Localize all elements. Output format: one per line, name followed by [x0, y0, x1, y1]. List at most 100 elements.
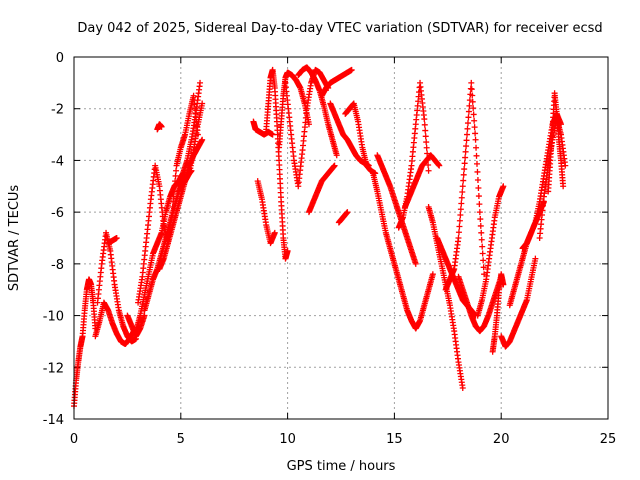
series-track-s [318, 66, 355, 99]
series-track-aj [545, 90, 567, 195]
data-point [456, 217, 463, 224]
data-point [457, 212, 464, 219]
data-point [141, 312, 148, 319]
data-point [305, 121, 312, 128]
data-point [464, 125, 471, 132]
series-track-m [254, 178, 278, 247]
series-track-o [276, 69, 312, 151]
data-point [461, 166, 468, 173]
data-point [421, 121, 428, 128]
data-point [500, 281, 507, 288]
data-point [412, 260, 419, 267]
y-tick-label: -14 [43, 413, 64, 428]
data-point [460, 177, 467, 184]
data-point [458, 200, 465, 207]
series-track-ac [442, 79, 488, 293]
plot-frame [73, 56, 609, 420]
data-point [476, 209, 483, 216]
x-axis-label: GPS time / hours [287, 459, 396, 474]
data-point [474, 168, 481, 175]
data-point [478, 229, 485, 236]
data-point [471, 117, 478, 124]
data-point [197, 79, 204, 86]
data-point [540, 198, 547, 205]
series-track-ag [498, 255, 539, 350]
data-point [472, 136, 479, 143]
data-point [477, 216, 484, 223]
x-tick-labels: 0 5 10 15 20 25 [70, 432, 616, 447]
data-point [172, 178, 179, 185]
data-point [473, 144, 480, 151]
data-point [422, 133, 429, 140]
data-point [477, 222, 484, 229]
data-point [464, 120, 471, 127]
series-track-w [370, 170, 436, 332]
data-point [473, 160, 480, 167]
y-tick-label: -4 [51, 154, 64, 169]
y-tick-label: -12 [43, 361, 64, 376]
data-point [474, 176, 481, 183]
x-tick-label: 25 [600, 432, 617, 447]
series-track-u [335, 209, 351, 226]
data-point [421, 116, 428, 123]
data-point [480, 264, 487, 271]
data-point [463, 143, 470, 150]
series-track-r [305, 162, 338, 216]
data-point [462, 148, 469, 155]
data-point [459, 183, 466, 190]
y-tick-label: -6 [51, 206, 64, 221]
data-point [470, 111, 477, 118]
data-point [331, 162, 338, 169]
data-point [171, 183, 178, 190]
data-point [348, 66, 355, 73]
x-tick-label: 20 [493, 432, 510, 447]
data-point [271, 229, 278, 236]
data-point [470, 105, 477, 112]
data-point [436, 162, 443, 169]
data-point [455, 229, 462, 236]
x-tick-label: 5 [177, 432, 185, 447]
data-points [71, 64, 569, 410]
data-point [473, 152, 480, 159]
data-point [284, 247, 291, 254]
data-point [478, 236, 485, 243]
data-point [455, 235, 462, 241]
series-track-k [177, 100, 206, 190]
series-track-z [402, 152, 443, 210]
data-point [472, 130, 479, 137]
data-point [199, 100, 206, 107]
y-tick-labels: -14 -12 -10 -8 -6 -4 -2 0 [43, 51, 64, 428]
data-point [480, 257, 487, 264]
series-track-l [250, 118, 276, 138]
data-point [456, 223, 463, 230]
data-point [158, 123, 165, 130]
data-point [422, 127, 429, 134]
y-tick-label: 0 [56, 51, 64, 66]
data-point [560, 183, 567, 190]
data-point [532, 255, 539, 262]
data-point [172, 172, 179, 179]
data-point [466, 102, 473, 109]
data-point [468, 86, 475, 93]
data-point [113, 235, 120, 241]
series-track-af [489, 271, 507, 355]
chart-title: Day 042 of 2025, Sidereal Day-to-day VTE… [77, 21, 602, 36]
data-point [462, 154, 469, 161]
data-point [429, 271, 436, 278]
series-track-c [92, 299, 137, 348]
data-point [468, 79, 475, 86]
x-tick-label: 10 [279, 432, 296, 447]
series-track-i [124, 312, 148, 340]
series-track-v [342, 100, 379, 177]
data-point [471, 124, 478, 131]
data-point [463, 137, 470, 144]
y-tick-label: -2 [51, 103, 64, 118]
data-point [465, 114, 472, 121]
data-point [423, 139, 430, 146]
x-tick-label: 0 [70, 432, 78, 447]
data-point [475, 193, 482, 200]
data-point [173, 167, 180, 174]
y-tick-label: -8 [51, 258, 64, 273]
data-point [460, 171, 467, 178]
data-point [459, 189, 466, 196]
